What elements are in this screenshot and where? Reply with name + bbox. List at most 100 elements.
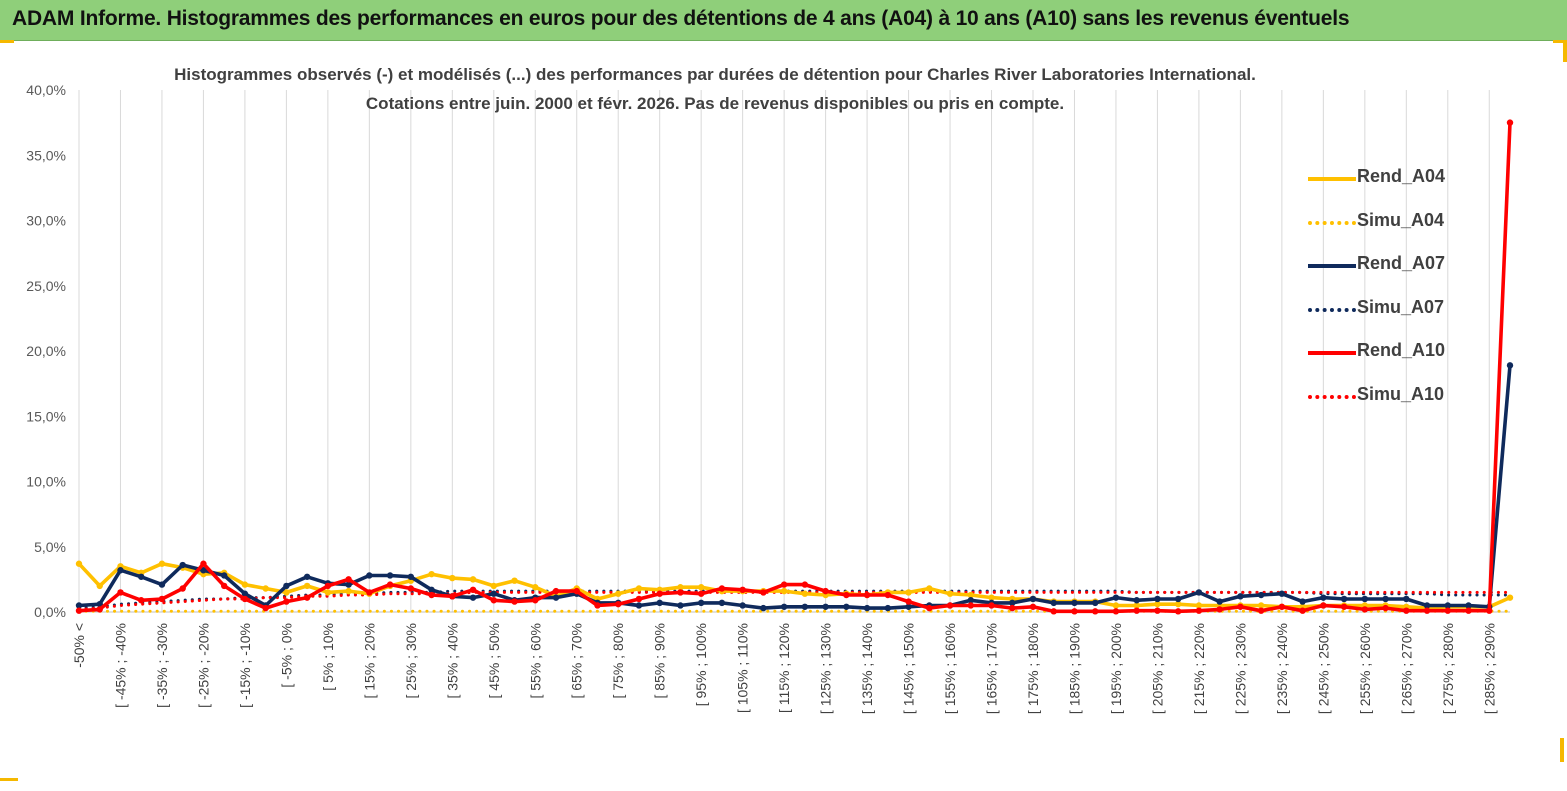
data-point bbox=[697, 584, 705, 591]
data-point bbox=[988, 594, 995, 601]
data-point bbox=[718, 599, 726, 607]
data-point bbox=[552, 594, 560, 601]
data-point bbox=[324, 589, 332, 596]
data-point bbox=[1050, 599, 1057, 607]
data-point bbox=[1257, 591, 1265, 599]
data-point bbox=[1071, 608, 1078, 615]
x-tick-label: [ 35% ; 40% bbox=[444, 623, 460, 699]
data-point bbox=[1195, 589, 1203, 596]
data-point bbox=[428, 591, 435, 599]
legend-label: Rend_A04 bbox=[1357, 166, 1446, 186]
corner-mark-right-edge bbox=[1563, 40, 1567, 62]
data-point bbox=[532, 597, 539, 604]
data-point bbox=[1112, 608, 1120, 615]
data-point bbox=[345, 581, 352, 588]
data-point bbox=[200, 560, 207, 567]
x-tick-label: [ 85% ; 90% bbox=[652, 623, 668, 699]
data-point bbox=[1195, 602, 1203, 609]
data-point bbox=[1029, 595, 1037, 603]
data-point bbox=[1361, 595, 1369, 603]
data-point bbox=[469, 576, 477, 583]
data-point bbox=[1009, 599, 1016, 607]
data-point bbox=[739, 586, 746, 594]
data-point bbox=[241, 595, 249, 603]
data-point bbox=[1216, 598, 1223, 605]
data-point bbox=[469, 594, 477, 601]
data-point bbox=[1154, 595, 1161, 603]
data-point bbox=[635, 602, 643, 609]
data-point bbox=[490, 582, 497, 590]
x-tick-label: [ 175% ; 180% bbox=[1025, 623, 1041, 714]
data-point bbox=[1506, 362, 1514, 369]
data-point bbox=[241, 581, 249, 588]
data-point bbox=[1361, 606, 1369, 613]
legend-item-simu-a04: Simu_A04 bbox=[1300, 200, 1460, 244]
data-point bbox=[1465, 607, 1472, 614]
x-tick-label: [ 185% ; 190% bbox=[1066, 623, 1082, 714]
legend-label: Simu_A10 bbox=[1357, 383, 1445, 404]
data-point bbox=[1465, 602, 1472, 609]
data-point bbox=[1382, 604, 1389, 612]
x-tick-label: [ 275% ; 280% bbox=[1440, 623, 1456, 714]
x-tick-label: [ 75% ; 80% bbox=[610, 623, 626, 699]
data-point bbox=[863, 591, 871, 599]
y-tick-label: 40,0% bbox=[26, 82, 66, 98]
x-tick-label: [ 65% ; 70% bbox=[569, 623, 585, 699]
data-point bbox=[1257, 607, 1265, 614]
x-tick-label: [ -45% ; -40% bbox=[112, 623, 128, 708]
data-point bbox=[780, 587, 788, 595]
x-tick-label: [ 55% ; 60% bbox=[527, 623, 543, 699]
data-point bbox=[469, 586, 477, 594]
data-point bbox=[1092, 608, 1099, 615]
legend-item-rend-a04: Rend_A04 bbox=[1300, 156, 1460, 200]
chart-legend: Rend_A04 Simu_A04 Rend_A07 Simu_A07 Rend… bbox=[1300, 156, 1460, 418]
legend-swatch bbox=[1308, 264, 1356, 269]
data-point bbox=[926, 604, 933, 612]
data-point bbox=[1009, 604, 1016, 612]
data-point bbox=[428, 586, 435, 594]
x-tick-label: -50% < bbox=[71, 623, 87, 668]
data-point bbox=[220, 572, 228, 579]
data-point bbox=[1050, 608, 1057, 615]
x-tick-label: [ 135% ; 140% bbox=[859, 623, 875, 714]
data-point bbox=[884, 591, 892, 599]
y-tick-label: 15,0% bbox=[26, 408, 66, 424]
x-tick-label: [ 215% ; 220% bbox=[1191, 623, 1207, 714]
legend-item-simu-a07: Simu_A07 bbox=[1300, 287, 1460, 331]
data-point bbox=[967, 597, 974, 604]
data-point bbox=[1237, 603, 1244, 610]
data-point bbox=[75, 602, 83, 609]
y-tick-label: 0,0% bbox=[34, 604, 66, 620]
data-point bbox=[241, 590, 249, 597]
data-point bbox=[739, 602, 746, 609]
data-point bbox=[718, 585, 726, 592]
corner-mark-bottom-left bbox=[0, 778, 18, 781]
data-point bbox=[822, 603, 829, 610]
data-point bbox=[1174, 608, 1182, 615]
series-line-rend-a04 bbox=[77, 561, 1512, 610]
data-point bbox=[1423, 607, 1431, 614]
x-tick-label: [ 285% ; 290% bbox=[1481, 623, 1497, 714]
data-point bbox=[801, 590, 809, 597]
legend-swatch bbox=[1308, 394, 1356, 399]
grid-lines bbox=[78, 90, 1510, 613]
x-tick-label: [ 25% ; 30% bbox=[403, 623, 419, 699]
y-tick-label: 25,0% bbox=[26, 278, 66, 294]
data-point bbox=[1133, 602, 1140, 609]
data-point bbox=[801, 603, 809, 610]
legend-label: Rend_A07 bbox=[1357, 253, 1446, 274]
data-point bbox=[822, 587, 829, 595]
x-tick-label: [ 5% ; 10% bbox=[320, 623, 336, 691]
chart-title-line-2: Cotations entre juin. 2000 et févr. 2026… bbox=[365, 94, 1065, 113]
y-tick-label: 5,0% bbox=[34, 539, 66, 555]
x-tick-label: [ 105% ; 110% bbox=[735, 623, 751, 713]
data-point bbox=[303, 594, 311, 601]
data-point bbox=[863, 604, 871, 612]
x-tick-label: [ -35% ; -30% bbox=[154, 623, 170, 708]
data-point bbox=[179, 585, 186, 592]
data-point bbox=[552, 587, 560, 595]
data-point bbox=[75, 560, 83, 567]
data-point bbox=[760, 604, 767, 612]
data-point bbox=[1403, 607, 1410, 614]
data-point bbox=[283, 589, 290, 596]
